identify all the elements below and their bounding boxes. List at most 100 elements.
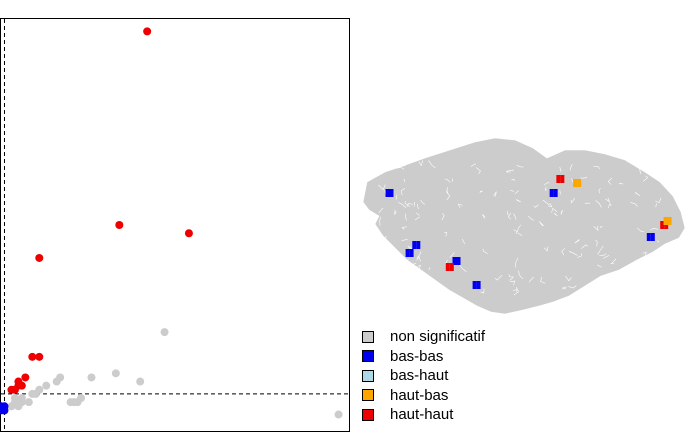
commune-boundary	[379, 216, 382, 226]
commune-boundary	[565, 275, 572, 282]
commune-boundary	[510, 190, 515, 192]
legend-item-bas-bas: bas-bas	[362, 347, 485, 367]
legend-item-haut-haut: haut-haut	[362, 405, 485, 425]
map-cluster-haut-bas	[667, 217, 672, 221]
map-cluster-haut-haut	[445, 263, 450, 267]
commune-boundary	[409, 284, 414, 291]
map-cluster-bas-bas	[452, 261, 457, 265]
commune-boundary	[574, 239, 580, 244]
commune-boundary	[656, 240, 660, 243]
commune-boundary	[517, 232, 523, 236]
commune-boundary	[509, 280, 516, 286]
commune-boundary	[544, 182, 550, 185]
scatter-point-haut-haut	[7, 385, 16, 394]
commune-boundary	[479, 190, 483, 193]
commune-boundary	[403, 162, 408, 167]
commune-boundary	[401, 277, 404, 281]
map-cluster-haut-haut	[556, 179, 561, 183]
map-cluster-bas-bas	[405, 253, 410, 257]
map-cluster-bas-bas	[553, 193, 558, 197]
map-cluster-haut-bas	[573, 183, 578, 187]
commune-boundary	[416, 251, 422, 259]
map-cluster-bas-bas	[650, 233, 655, 237]
commune-boundary	[417, 264, 421, 271]
map-cluster-bas-bas	[553, 189, 558, 193]
map-cluster-bas-bas	[389, 193, 394, 197]
map-cluster-bas-bas	[409, 249, 414, 253]
commune-boundary	[457, 203, 463, 208]
commune-boundary	[458, 263, 467, 273]
commune-boundary	[428, 267, 431, 270]
commune-boundary	[581, 244, 589, 249]
map-cluster-haut-haut	[560, 179, 565, 183]
commune-boundary	[403, 274, 410, 279]
commune-boundary	[417, 203, 419, 210]
map-cluster-haut-haut	[560, 175, 565, 179]
commune-boundary	[657, 275, 661, 281]
legend-item-non-significatif: non significatif	[362, 327, 485, 347]
commune-boundary	[533, 204, 539, 208]
legend-item-haut-bas: haut-bas	[362, 386, 485, 406]
commune-boundary	[413, 201, 416, 207]
legend-label: non significatif	[390, 328, 486, 346]
commune-boundary	[449, 252, 455, 258]
commune-boundary	[415, 212, 420, 216]
commune-boundary	[428, 160, 436, 169]
commune-boundary	[508, 273, 514, 278]
map-cluster-bas-bas	[416, 245, 421, 249]
commune-boundaries	[378, 158, 666, 296]
legend-swatch	[362, 389, 374, 402]
commune-boundary	[542, 199, 550, 206]
commune-boundary	[539, 221, 544, 227]
map-cluster-haut-bas	[577, 179, 582, 183]
commune-boundary	[561, 248, 565, 256]
cluster-patches	[385, 175, 672, 289]
map-cluster-haut-bas	[663, 221, 668, 225]
map-cluster-bas-bas	[549, 189, 554, 193]
commune-boundary	[507, 169, 515, 172]
map-cluster-haut-bas	[667, 221, 672, 225]
plot-frame	[0, 18, 350, 432]
commune-boundary	[598, 188, 601, 194]
map-cluster-haut-haut	[445, 267, 450, 271]
scatter-point-non-significatif	[17, 398, 26, 407]
scatter-point-non-significatif	[24, 398, 33, 407]
legend-swatch	[362, 369, 374, 382]
commune-boundary	[513, 287, 519, 296]
scatter-point-non-significatif	[136, 377, 145, 386]
scatter-point-haut-haut	[14, 377, 23, 386]
map-cluster-bas-bas	[456, 261, 461, 265]
commune-boundary	[622, 285, 625, 290]
commune-boundary	[516, 199, 522, 203]
commune-boundary	[516, 165, 524, 168]
commune-boundary	[493, 191, 497, 197]
commune-boundary	[513, 213, 517, 220]
commune-boundary	[610, 258, 617, 265]
commune-boundary	[661, 162, 666, 172]
commune-boundary	[553, 212, 558, 217]
commune-boundary	[401, 226, 407, 230]
legend-label: bas-haut	[390, 367, 449, 385]
legend: non significatif bas-bas bas-haut haut-b…	[362, 327, 485, 425]
map-cluster-haut-haut	[449, 263, 454, 267]
commune-boundary	[607, 202, 612, 208]
commune-boundary	[630, 202, 638, 207]
commune-boundary	[399, 284, 404, 290]
scatter-point-non-significatif	[334, 410, 343, 419]
map-cluster-bas-bas	[476, 281, 481, 285]
commune-boundary	[404, 201, 410, 207]
map-cluster-bas-bas	[412, 245, 417, 249]
scatter-point-non-significatif	[160, 328, 169, 337]
commune-boundary	[414, 216, 420, 221]
commune-boundary	[396, 166, 405, 170]
commune-boundary	[543, 246, 549, 252]
commune-boundary	[394, 209, 397, 215]
commune-boundary	[383, 263, 388, 269]
commune-boundary	[655, 197, 662, 204]
commune-boundary	[475, 167, 481, 175]
commune-boundary	[599, 253, 607, 257]
commune-boundary	[528, 276, 534, 283]
commune-boundary	[619, 182, 624, 185]
map-cluster-bas-bas	[472, 281, 477, 285]
commune-boundary	[398, 202, 407, 208]
